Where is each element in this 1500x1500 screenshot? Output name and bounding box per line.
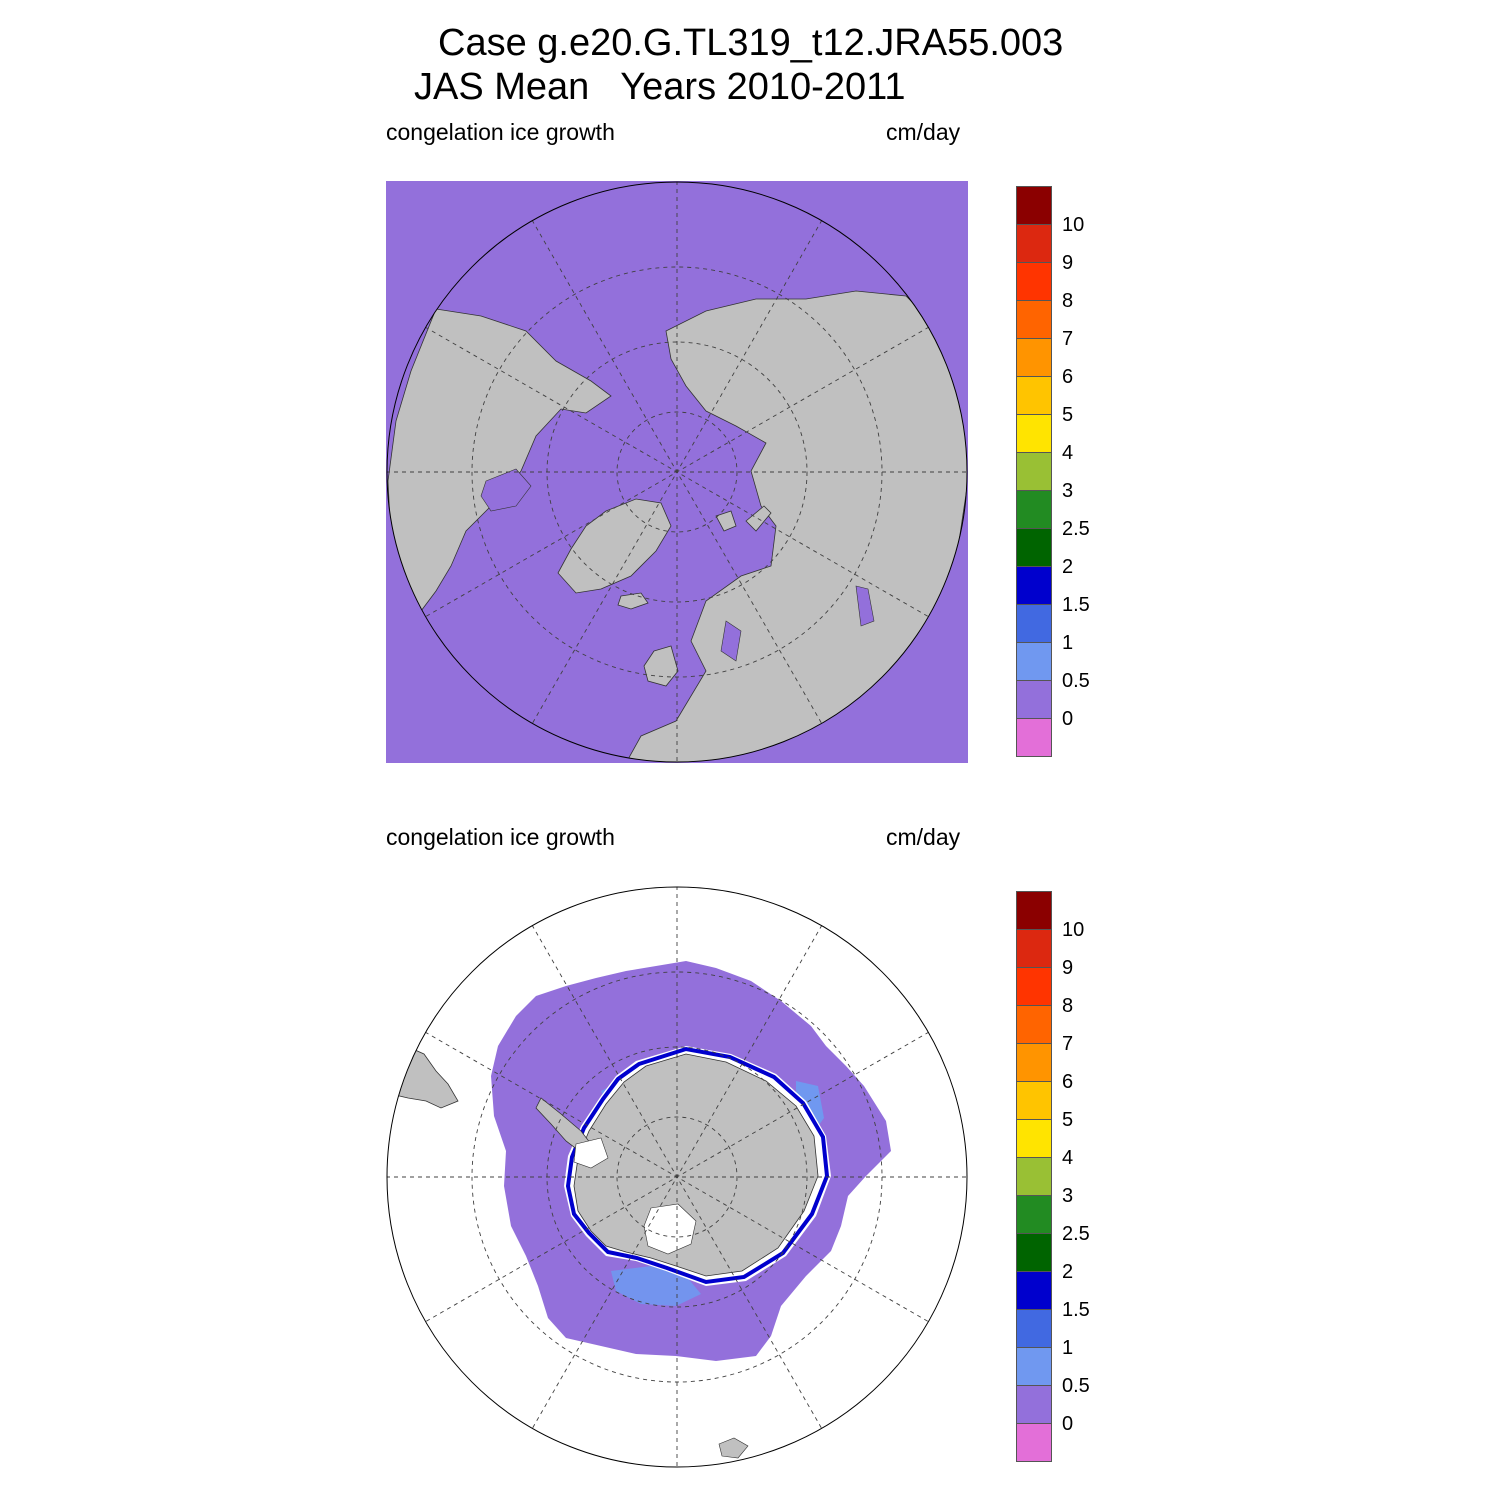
colorbar-swatch	[1016, 1119, 1052, 1158]
colorbar-swatch	[1016, 1195, 1052, 1234]
colorbar-swatch	[1016, 1423, 1052, 1462]
colorbar-swatch	[1016, 680, 1052, 719]
north-units-label: cm/day	[886, 119, 961, 145]
colorbar-swatch	[1016, 224, 1052, 263]
colorbar-swatch	[1016, 891, 1052, 930]
svalbard-island	[715, 510, 737, 532]
north-landmasses	[387, 290, 967, 762]
colorbar-tick-label: 10	[1062, 214, 1085, 236]
south-variable-label: congelation ice growth	[386, 824, 615, 850]
south-units-label: cm/day	[886, 824, 961, 850]
baltic-sea-water	[720, 620, 742, 662]
figure-title-case: Case g.e20.G.TL319_t12.JRA55.003	[438, 22, 1064, 64]
colorbar-swatch	[1016, 262, 1052, 301]
colorbar-tick-label: 2.5	[1062, 518, 1090, 540]
colorbar-tick-label: 1	[1062, 632, 1074, 654]
colorbar-swatch	[1016, 1043, 1052, 1082]
colorbar-tick-label: 2	[1062, 556, 1074, 578]
colorbar-swatch	[1016, 1157, 1052, 1196]
north-polar-map	[386, 181, 968, 763]
colorbar-swatch	[1016, 490, 1052, 529]
colorbar-tick-label: 9	[1062, 252, 1074, 274]
colorbar-swatch	[1016, 604, 1052, 643]
colorbar-tick-label: 3	[1062, 480, 1074, 502]
ice-growth-ross-sea	[611, 1266, 701, 1306]
colorbar-swatch	[1016, 1081, 1052, 1120]
colorbar-swatch	[1016, 528, 1052, 567]
colorbar-swatch	[1016, 186, 1052, 225]
colorbar-swatch	[1016, 376, 1052, 415]
hudson-bay-water	[480, 468, 532, 512]
colorbar-swatch	[1016, 1309, 1052, 1348]
colorbar-tick-label: 3	[1062, 1185, 1074, 1207]
figure-title-period: JAS Mean Years 2010-2011	[414, 66, 906, 108]
south-polar-map	[386, 886, 968, 1468]
colorbar-tick-label: 7	[1062, 1033, 1074, 1055]
colorbar-swatch	[1016, 1233, 1052, 1272]
north-graticule	[387, 182, 967, 762]
colorbar-swatch	[1016, 929, 1052, 968]
colorbar-tick-label: 1	[1062, 1337, 1074, 1359]
colorbar-tick-label: 0.5	[1062, 670, 1090, 692]
colorbar-tick-label: 1.5	[1062, 594, 1090, 616]
south-map-boundary	[386, 886, 968, 1468]
caspian-sea-water	[855, 585, 875, 627]
colorbar-swatch	[1016, 414, 1052, 453]
british-isles-island	[643, 645, 679, 687]
colorbar-swatch	[1016, 1347, 1052, 1386]
colorbar-tick-label: 6	[1062, 1071, 1074, 1093]
antarctic-peninsula	[535, 1097, 592, 1157]
colorbar-swatch	[1016, 338, 1052, 377]
colorbar-tick-label: 0	[1062, 1413, 1074, 1435]
south-graticule	[387, 887, 967, 1467]
colorbar-tick-label: 2.5	[1062, 1223, 1090, 1245]
colorbar-tick-label: 5	[1062, 1109, 1074, 1131]
colorbar-tick-label: 0.5	[1062, 1375, 1090, 1397]
colorbar-tick-label: 8	[1062, 995, 1074, 1017]
colorbar-tick-label: 1.5	[1062, 1299, 1090, 1321]
north-map-boundary	[386, 181, 968, 763]
colorbar-tick-label: 9	[1062, 957, 1074, 979]
ronne-ice-shelf	[573, 1137, 609, 1169]
colorbar-tick-label: 10	[1062, 919, 1085, 941]
colorbar-swatch	[1016, 566, 1052, 605]
colorbar-swatch	[1016, 300, 1052, 339]
colorbar-tick-label: 5	[1062, 404, 1074, 426]
colorbar-swatch	[1016, 1385, 1052, 1424]
colorbar-tick-label: 2	[1062, 1261, 1074, 1283]
colorbar-tick-label: 6	[1062, 366, 1074, 388]
colorbar-swatch	[1016, 1005, 1052, 1044]
colorbar-tick-label: 7	[1062, 328, 1074, 350]
greenland-landmass	[557, 498, 672, 594]
ross-ice-shelf	[643, 1203, 697, 1255]
colorbar-swatch	[1016, 642, 1052, 681]
colorbar-swatch	[1016, 452, 1052, 491]
colorbar-tick-label: 4	[1062, 1147, 1074, 1169]
colorbar-tick-label: 8	[1062, 290, 1074, 312]
colorbar-tick-label: 0	[1062, 708, 1074, 730]
colorbar-swatch	[1016, 718, 1052, 757]
small-island-bottom	[718, 1437, 749, 1459]
north-variable-label: congelation ice growth	[386, 119, 615, 145]
colorbar-swatch	[1016, 967, 1052, 1006]
colorbar-tick-label: 4	[1062, 442, 1074, 464]
colorbar-swatch	[1016, 1271, 1052, 1310]
